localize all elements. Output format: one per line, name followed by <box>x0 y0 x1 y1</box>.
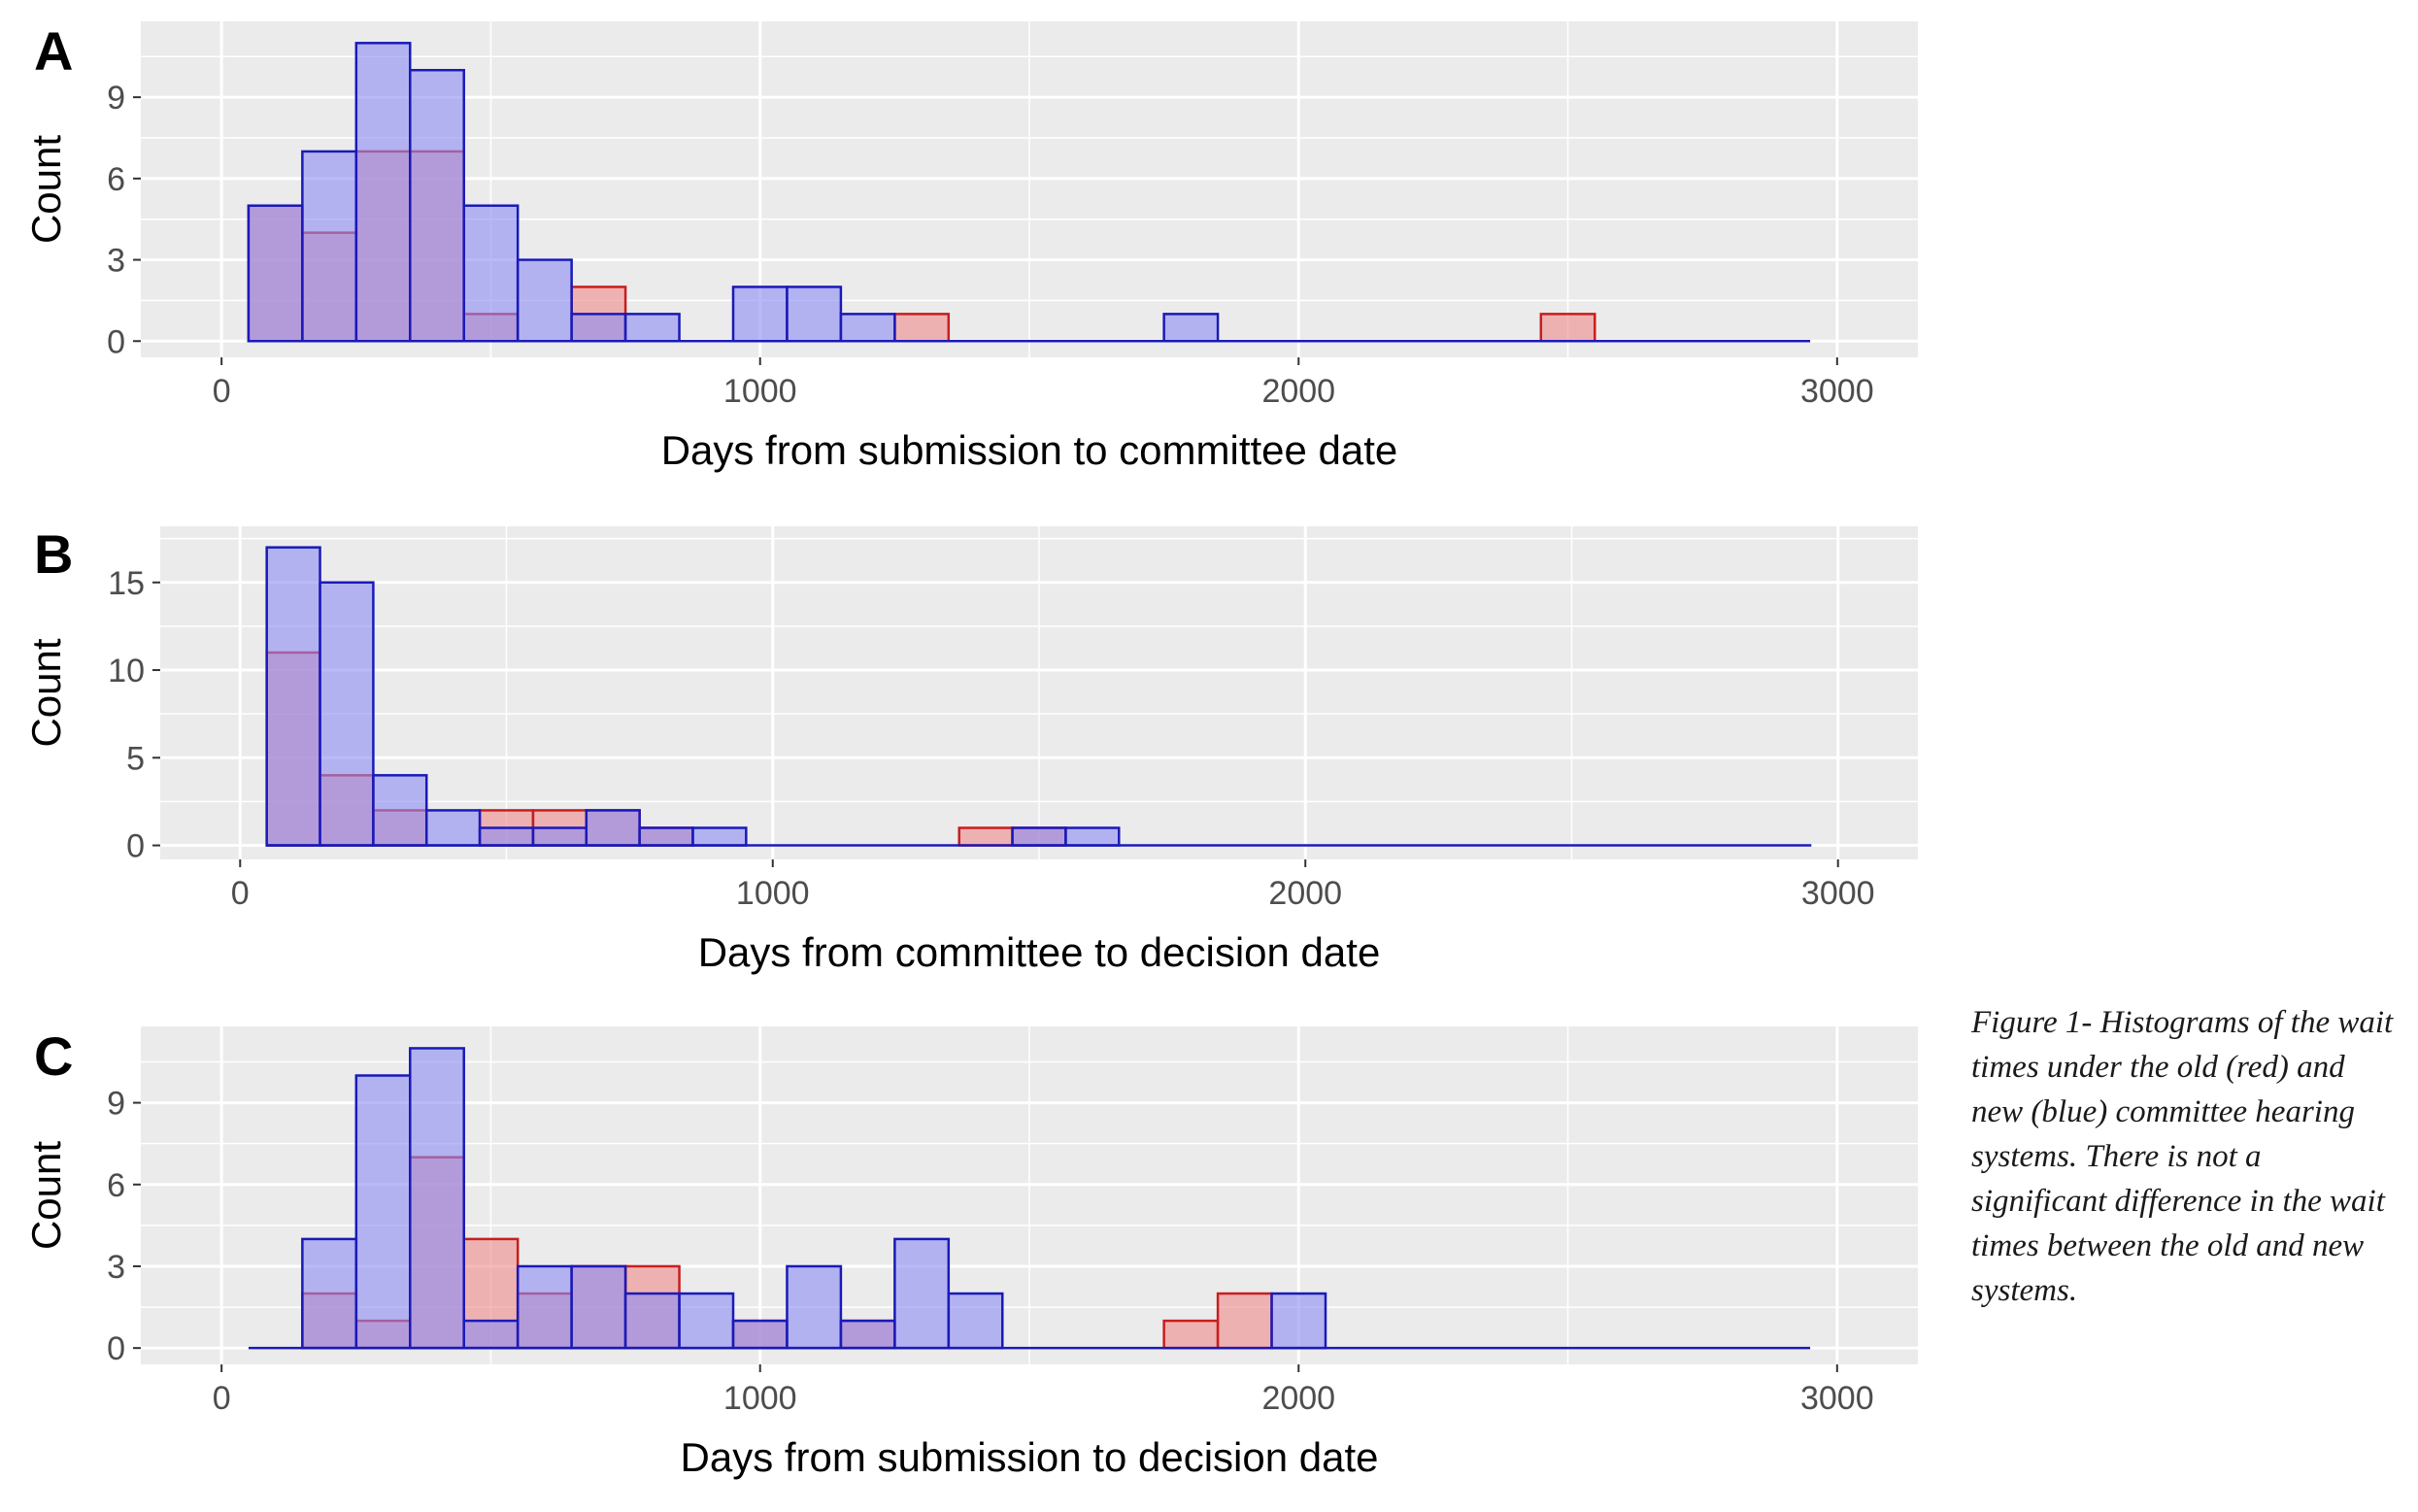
x-tick-label: 1000 <box>736 875 810 912</box>
figure-caption: Figure 1- Histograms of the wait times u… <box>1971 1005 2394 1308</box>
y-tick-label: 3 <box>107 243 125 280</box>
bar-new <box>301 1237 358 1350</box>
x-tick-label: 3000 <box>1801 875 1875 912</box>
y-axis-title: Count <box>23 135 69 244</box>
x-tick-label: 3000 <box>1800 1380 1874 1417</box>
bar-new <box>516 1264 573 1350</box>
panel-a: 0 1000 2000 3000 0 3 6 9 Days from submission to… <box>23 20 1918 473</box>
bar-new <box>585 809 641 847</box>
x-tick-label: 3000 <box>1800 373 1874 410</box>
x-tick-label: 1000 <box>723 373 797 410</box>
bar-new <box>570 313 627 343</box>
bar-new <box>265 546 321 847</box>
bar-new <box>301 150 358 343</box>
bar-new <box>570 1264 627 1350</box>
bar-new <box>623 1292 681 1350</box>
bar-new <box>462 204 520 343</box>
bar-old <box>1162 1319 1220 1350</box>
bar-new <box>531 826 588 847</box>
panel-c: 0 1000 2000 3000 0 3 6 9 Days from submission to… <box>23 1025 1918 1480</box>
bar-new <box>354 1074 412 1350</box>
bar-new <box>1162 313 1220 343</box>
y-axis-title: Count <box>23 1141 69 1250</box>
y-tick-label: 10 <box>108 653 145 689</box>
bar-new <box>786 286 843 343</box>
bar-new <box>372 774 428 847</box>
x-tick-label: 2000 <box>1261 373 1335 410</box>
bar-new <box>731 1319 789 1350</box>
bar-old <box>1539 313 1596 343</box>
bar-new <box>1064 826 1121 847</box>
bar-new <box>409 1047 465 1350</box>
bar-new <box>839 313 896 343</box>
bar-new <box>478 826 535 847</box>
bar-new <box>786 1264 843 1350</box>
x-tick-label: 1000 <box>723 1380 797 1417</box>
bar-new <box>516 258 573 343</box>
x-tick-label: 2000 <box>1268 875 1342 912</box>
bar-new <box>1270 1292 1327 1350</box>
bar-new <box>731 286 789 343</box>
y-tick-label: 5 <box>126 740 145 777</box>
y-tick-label: 0 <box>126 828 145 865</box>
y-tick-label: 15 <box>108 565 145 602</box>
panel-letter: A <box>34 20 73 82</box>
bar-new <box>678 1292 735 1350</box>
y-tick-label: 3 <box>107 1249 125 1286</box>
y-tick-label: 9 <box>107 1086 125 1123</box>
bar-new <box>1011 826 1067 847</box>
y-axis-title: Count <box>23 638 69 747</box>
bar-new <box>893 1237 951 1350</box>
bar-new <box>409 68 465 343</box>
bar-new <box>462 1319 520 1350</box>
panel-b: 0 1000 2000 3000 0 5 10 15 Days from committee t… <box>23 523 1918 975</box>
x-tick-label: 0 <box>213 373 231 410</box>
bar-new <box>638 826 694 847</box>
bar-old <box>957 826 1014 847</box>
bar-new <box>424 809 482 847</box>
x-axis-title: Days from committee to decision date <box>698 929 1381 975</box>
bar-new <box>247 204 304 343</box>
x-tick-label: 2000 <box>1261 1380 1335 1417</box>
bar-old <box>893 313 951 343</box>
y-tick-label: 0 <box>107 1330 125 1367</box>
y-tick-label: 0 <box>107 323 125 360</box>
x-tick-label: 0 <box>231 875 250 912</box>
x-axis-title: Days from submission to decision date <box>681 1434 1379 1480</box>
y-tick-label: 6 <box>107 1167 125 1204</box>
bar-new <box>839 1319 896 1350</box>
bar-new <box>691 826 748 847</box>
x-tick-label: 0 <box>213 1380 231 1417</box>
x-axis-title: Days from submission to committee date <box>661 427 1398 473</box>
bar-new <box>354 42 412 343</box>
bar-new <box>319 581 375 847</box>
panel-letter: B <box>34 523 73 585</box>
bar-new <box>947 1292 1004 1350</box>
bar-new <box>623 313 681 343</box>
panel-letter: C <box>34 1025 73 1087</box>
bar-old <box>1216 1292 1273 1350</box>
y-tick-label: 9 <box>107 80 125 117</box>
y-tick-label: 6 <box>107 161 125 198</box>
